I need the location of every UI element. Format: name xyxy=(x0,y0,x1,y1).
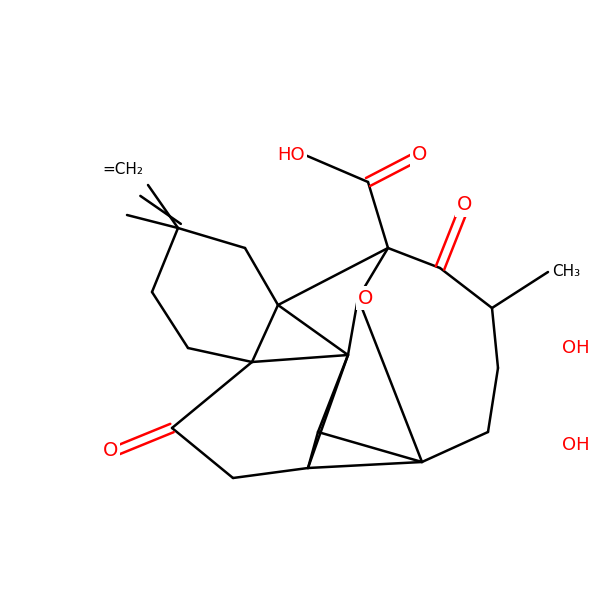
Text: OH: OH xyxy=(562,339,590,357)
Text: HO: HO xyxy=(277,146,305,164)
Text: O: O xyxy=(457,196,473,214)
Text: OH: OH xyxy=(562,436,590,454)
Text: O: O xyxy=(412,145,428,164)
Text: O: O xyxy=(358,289,373,307)
Text: CH₃: CH₃ xyxy=(552,265,580,280)
Text: =CH₂: =CH₂ xyxy=(102,162,143,177)
Text: O: O xyxy=(103,440,118,460)
